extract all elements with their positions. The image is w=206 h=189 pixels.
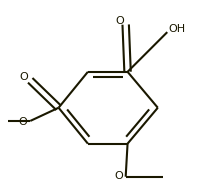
Text: O: O — [19, 72, 28, 81]
Text: O: O — [18, 117, 27, 127]
Text: OH: OH — [168, 24, 185, 34]
Text: O: O — [115, 171, 123, 181]
Text: O: O — [115, 16, 124, 26]
